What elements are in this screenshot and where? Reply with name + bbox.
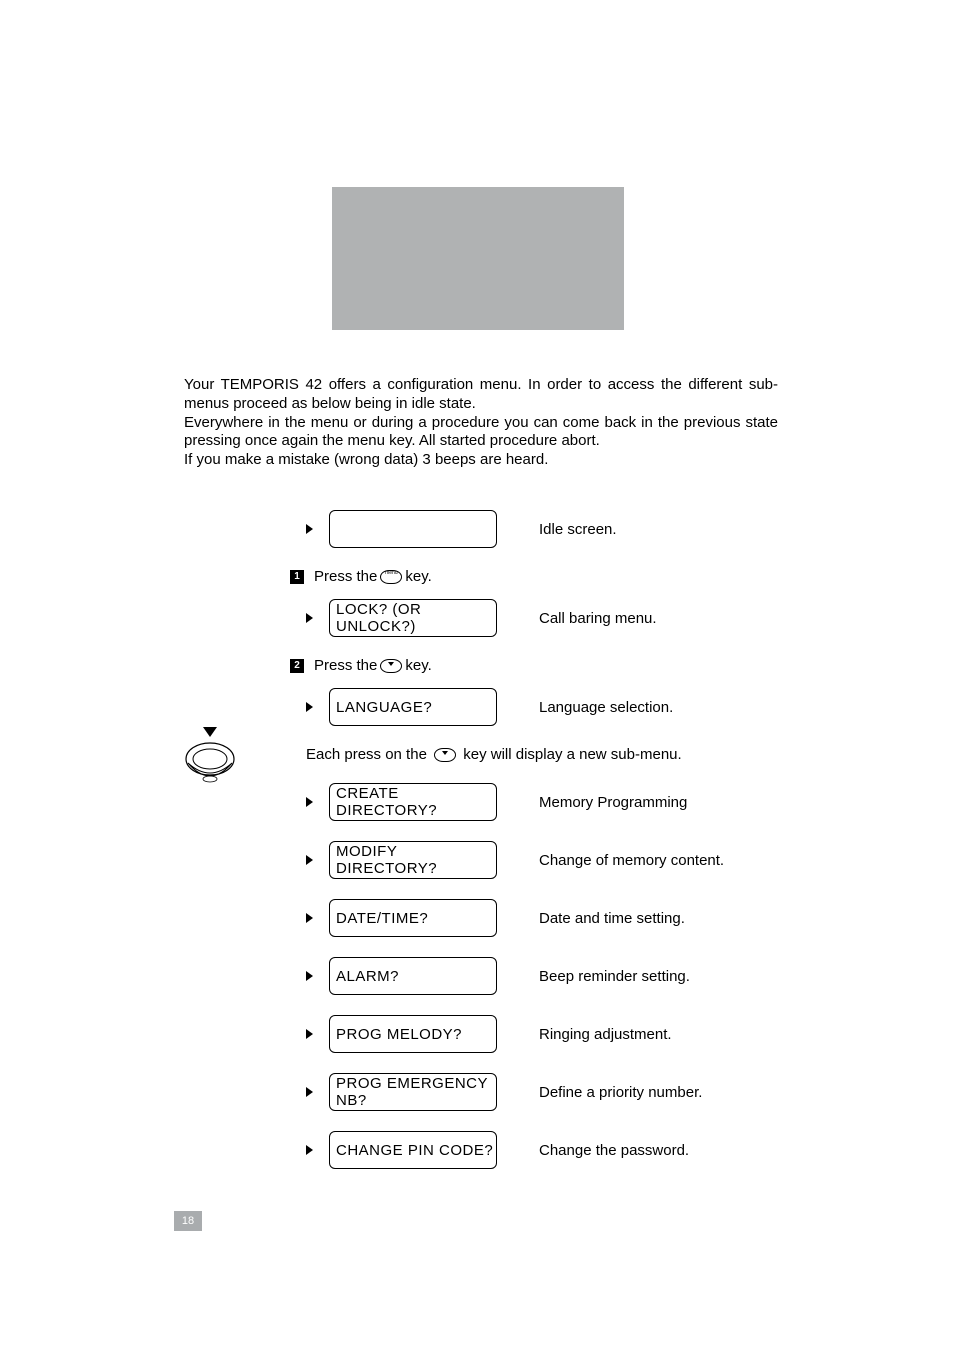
- flow-row-lock: LOCK? (OR UNLOCK?) Call baring menu.: [306, 599, 724, 637]
- display-box-create-dir: CREATE DIRECTORY?: [329, 783, 497, 821]
- step-1-text-before: Press the: [314, 568, 377, 585]
- flow-row-pin: CHANGE PIN CODE? Change the password.: [306, 1131, 724, 1169]
- desc-language: Language selection.: [539, 699, 673, 716]
- desc-melody: Ringing adjustment.: [539, 1026, 672, 1043]
- caret-icon: [306, 797, 313, 807]
- display-box-language: LANGUAGE?: [329, 688, 497, 726]
- display-box-pin: CHANGE PIN CODE?: [329, 1131, 497, 1169]
- caret-icon: [306, 913, 313, 923]
- display-box-alarm: ALARM?: [329, 957, 497, 995]
- intro-paragraph-2: Everywhere in the menu or during a proce…: [184, 414, 778, 452]
- desc-create-dir: Memory Programming: [539, 794, 687, 811]
- step-2-text-after: key.: [405, 657, 431, 674]
- page-number: 18: [174, 1211, 202, 1231]
- desc-lock: Call baring menu.: [539, 610, 657, 627]
- desc-datetime: Date and time setting.: [539, 910, 685, 927]
- desc-emergency: Define a priority number.: [539, 1084, 702, 1101]
- caret-icon: [306, 524, 313, 534]
- submenu-note: Each press on the key will display a new…: [306, 746, 724, 763]
- step-2-text-before: Press the: [314, 657, 377, 674]
- display-box-lock: LOCK? (OR UNLOCK?): [329, 599, 497, 637]
- intro-paragraph-1: Your TEMPORIS 42 offers a configuration …: [184, 376, 778, 414]
- step-1-text-after: key.: [405, 568, 431, 585]
- caret-icon: [306, 1087, 313, 1097]
- caret-icon: [306, 613, 313, 623]
- desc-alarm: Beep reminder setting.: [539, 968, 690, 985]
- intro-text-block: Your TEMPORIS 42 offers a configuration …: [184, 376, 778, 470]
- step-2-instruction: 2 Press the key.: [294, 657, 724, 674]
- caret-icon: [306, 1029, 313, 1039]
- flow-row-create-dir: CREATE DIRECTORY? Memory Programming: [306, 783, 724, 821]
- caret-icon: [306, 702, 313, 712]
- heading-placeholder-box: [332, 187, 624, 330]
- flow-row-datetime: DATE/TIME? Date and time setting.: [306, 899, 724, 937]
- flow-row-language: LANGUAGE? Language selection.: [306, 688, 724, 726]
- display-box-emergency: PROG EMERGENCY NB?: [329, 1073, 497, 1111]
- intro-paragraph-3: If you make a mistake (wrong data) 3 bee…: [184, 451, 778, 470]
- menu-flow: Idle screen. 1 Press the key. LOCK? (OR …: [184, 510, 724, 1189]
- step-1-instruction: 1 Press the key.: [294, 568, 724, 585]
- down-key-icon: [434, 748, 456, 762]
- down-key-icon: [380, 659, 402, 673]
- desc-idle: Idle screen.: [539, 521, 617, 538]
- flow-row-alarm: ALARM? Beep reminder setting.: [306, 957, 724, 995]
- display-box-melody: PROG MELODY?: [329, 1015, 497, 1053]
- document-page: Your TEMPORIS 42 offers a configuration …: [0, 0, 954, 1351]
- display-box-datetime: DATE/TIME?: [329, 899, 497, 937]
- caret-icon: [306, 855, 313, 865]
- flow-row-emergency: PROG EMERGENCY NB? Define a priority num…: [306, 1073, 724, 1111]
- flow-row-modify-dir: MODIFY DIRECTORY? Change of memory conte…: [306, 841, 724, 879]
- desc-pin: Change the password.: [539, 1142, 689, 1159]
- step-number-2: 2: [290, 659, 304, 673]
- caret-icon: [306, 971, 313, 981]
- menu-key-icon: [380, 570, 402, 584]
- flow-row-melody: PROG MELODY? Ringing adjustment.: [306, 1015, 724, 1053]
- note-before: Each press on the: [306, 746, 431, 763]
- note-after: key will display a new sub-menu.: [463, 746, 681, 763]
- desc-modify-dir: Change of memory content.: [539, 852, 724, 869]
- caret-icon: [306, 1145, 313, 1155]
- display-box-modify-dir: MODIFY DIRECTORY?: [329, 841, 497, 879]
- flow-row-idle: Idle screen.: [306, 510, 724, 548]
- display-box-idle: [329, 510, 497, 548]
- step-number-1: 1: [290, 570, 304, 584]
